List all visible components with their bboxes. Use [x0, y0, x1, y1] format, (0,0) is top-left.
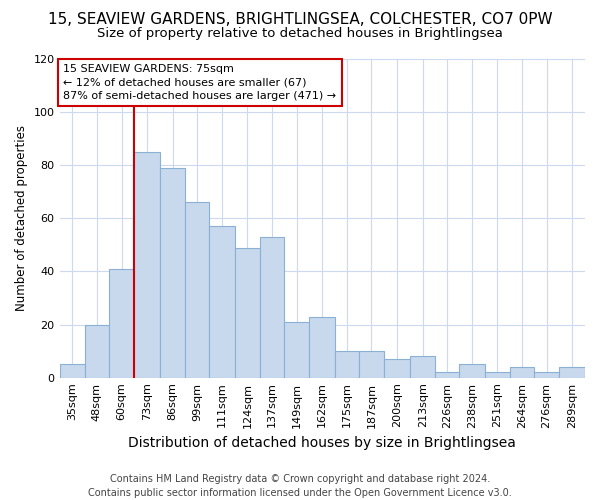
Bar — [459, 364, 485, 378]
Bar — [310, 316, 335, 378]
Bar — [510, 367, 534, 378]
Bar — [160, 168, 185, 378]
Y-axis label: Number of detached properties: Number of detached properties — [15, 126, 28, 312]
Bar — [185, 202, 209, 378]
Bar — [209, 226, 235, 378]
Bar — [359, 351, 384, 378]
Bar — [559, 367, 585, 378]
Bar — [436, 372, 459, 378]
Text: Contains HM Land Registry data © Crown copyright and database right 2024.
Contai: Contains HM Land Registry data © Crown c… — [88, 474, 512, 498]
Bar — [260, 237, 284, 378]
Bar — [384, 359, 410, 378]
Bar — [109, 269, 134, 378]
Text: Size of property relative to detached houses in Brightlingsea: Size of property relative to detached ho… — [97, 28, 503, 40]
Bar — [534, 372, 559, 378]
X-axis label: Distribution of detached houses by size in Brightlingsea: Distribution of detached houses by size … — [128, 436, 516, 450]
Bar — [235, 248, 260, 378]
Bar — [59, 364, 85, 378]
Bar — [134, 152, 160, 378]
Bar — [284, 322, 310, 378]
Bar — [410, 356, 436, 378]
Text: 15 SEAVIEW GARDENS: 75sqm
← 12% of detached houses are smaller (67)
87% of semi-: 15 SEAVIEW GARDENS: 75sqm ← 12% of detac… — [64, 64, 337, 100]
Bar — [85, 324, 109, 378]
Bar — [335, 351, 359, 378]
Bar — [485, 372, 510, 378]
Text: 15, SEAVIEW GARDENS, BRIGHTLINGSEA, COLCHESTER, CO7 0PW: 15, SEAVIEW GARDENS, BRIGHTLINGSEA, COLC… — [47, 12, 553, 28]
